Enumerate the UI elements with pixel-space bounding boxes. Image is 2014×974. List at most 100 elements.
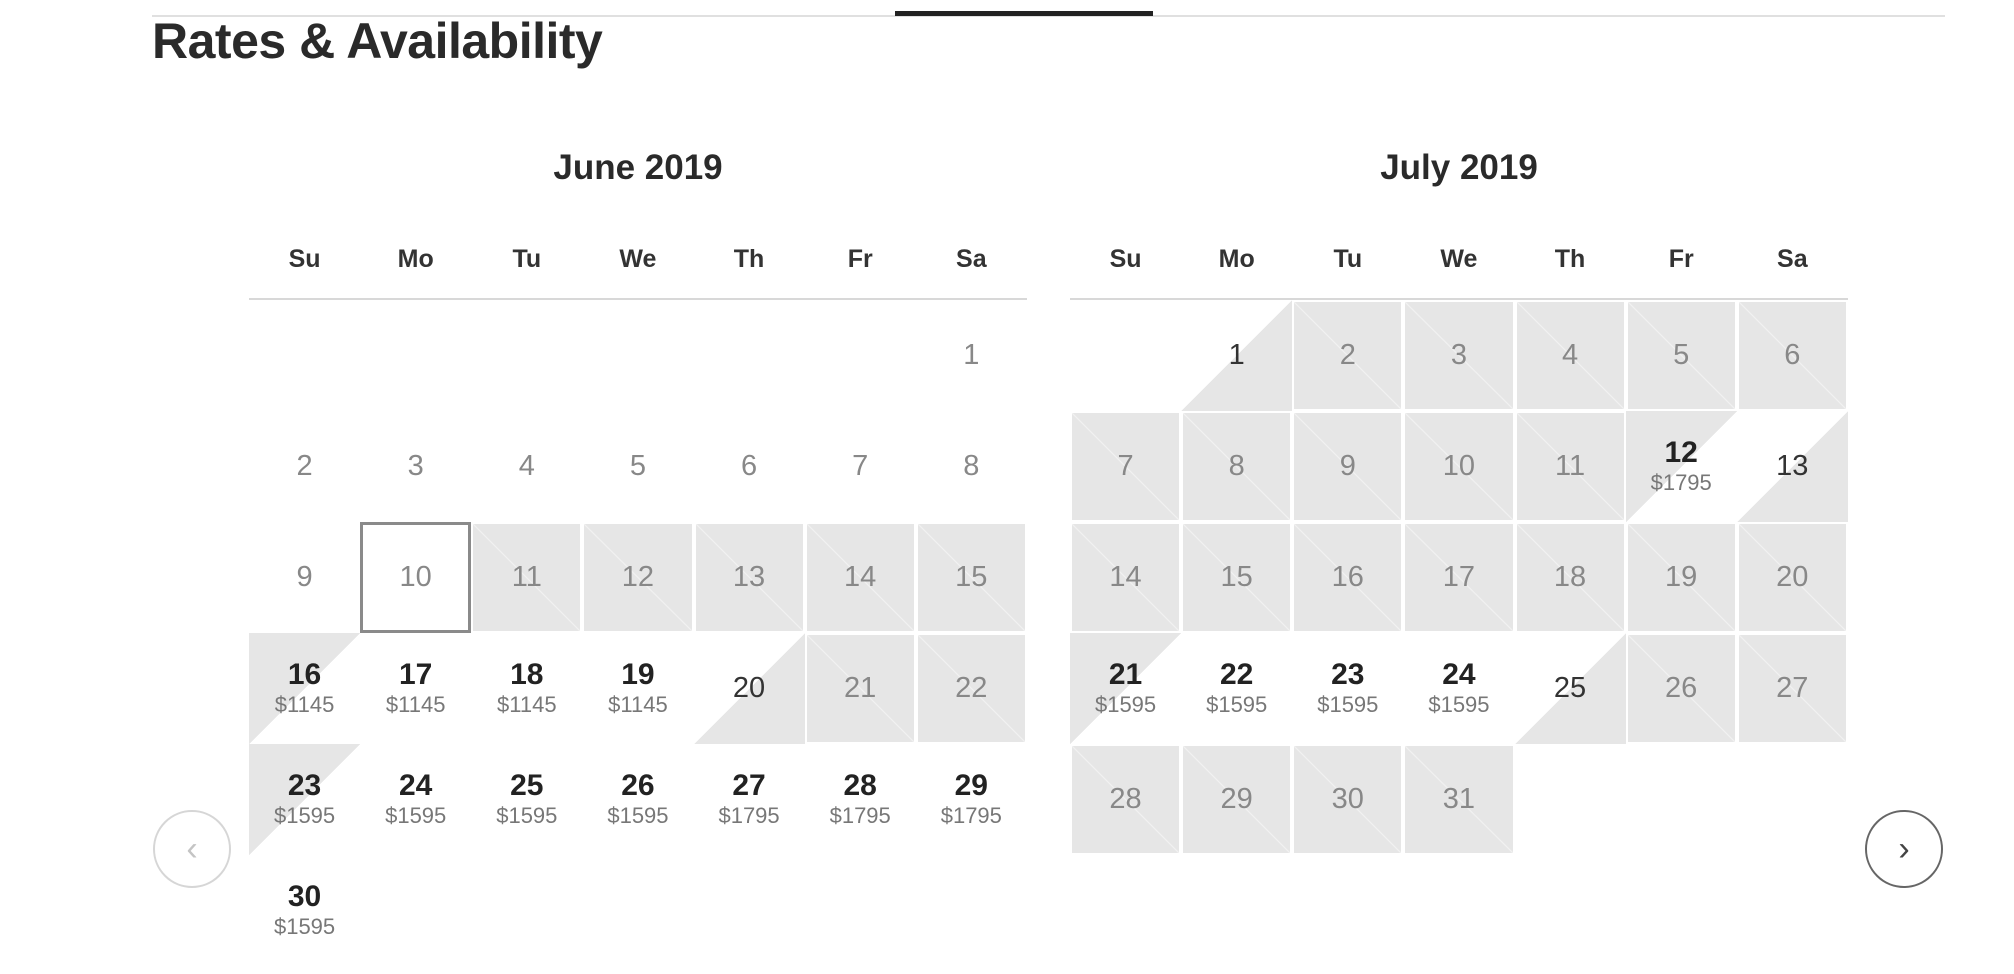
day-number: 2	[296, 450, 313, 483]
day-cell[interactable]: 21 $1595	[1070, 633, 1182, 744]
day-cell[interactable]: 29 $1795	[916, 744, 1027, 855]
day-cell: 17	[1403, 522, 1515, 633]
day-number: 16	[287, 657, 322, 691]
day-number: 1	[1228, 339, 1245, 372]
nightly-rate: $1595	[273, 803, 336, 829]
nightly-rate: $1145	[274, 692, 335, 718]
day-cell: 6	[694, 411, 805, 522]
day-number: 12	[621, 561, 655, 594]
day-cell: 10	[360, 522, 472, 633]
empty-day-cell	[694, 300, 805, 411]
day-number: 27	[1776, 672, 1809, 705]
day-cell: 28	[1070, 744, 1182, 855]
next-month-button[interactable]: ›	[1865, 810, 1943, 888]
day-cell[interactable]: 25 $1595	[471, 744, 582, 855]
day-cell[interactable]: 24 $1595	[1403, 633, 1514, 744]
day-number: 24	[399, 768, 433, 802]
day-cell: 20	[1736, 522, 1848, 633]
day-cell: 3	[360, 411, 471, 522]
day-number: 12	[1664, 435, 1698, 469]
previous-month-button[interactable]: ‹	[153, 810, 231, 888]
day-number: 27	[732, 768, 766, 802]
day-number: 17	[399, 657, 433, 691]
day-cell[interactable]: 12 $1795	[1625, 411, 1737, 522]
day-cell: 15	[1181, 522, 1293, 633]
day-number: 17	[1442, 561, 1476, 594]
nightly-rate: $1595	[1206, 692, 1268, 718]
nightly-rate: $1145	[608, 692, 668, 718]
day-grid: 1 2 3 4 5 6 7 8 9 10 11 12 13 14 15 16 $1145 17 $1145 18 $11…	[249, 300, 1027, 966]
day-cell[interactable]: 24 $1595	[360, 744, 471, 855]
day-cell[interactable]: 20	[693, 633, 805, 744]
weekday-header-row: Su Mo Tu We Th Fr Sa	[249, 220, 1027, 300]
weekday-label: Su	[288, 244, 321, 273]
day-cell: 4	[471, 411, 582, 522]
day-cell: 11	[1514, 411, 1626, 522]
chevron-left-icon: ‹	[186, 829, 198, 868]
day-number: 4	[1561, 339, 1579, 372]
weekday-label: Sa	[956, 244, 987, 273]
weekday-header-row: Su Mo Tu We Th Fr Sa	[1070, 220, 1848, 300]
tab-underline-track	[152, 15, 1945, 17]
day-cell[interactable]: 22 $1595	[1181, 633, 1292, 744]
day-number: 28	[843, 768, 877, 802]
day-cell[interactable]: 26 $1595	[582, 744, 693, 855]
day-cell: 2	[249, 411, 360, 522]
day-cell: 12	[582, 522, 694, 633]
day-number: 11	[511, 561, 542, 594]
day-number: 25	[510, 768, 544, 802]
day-cell[interactable]: 18 $1145	[471, 633, 582, 744]
day-number: 10	[399, 561, 432, 594]
day-number: 13	[1776, 450, 1809, 483]
day-cell[interactable]: 27 $1795	[694, 744, 805, 855]
day-cell: 16	[1292, 522, 1404, 633]
day-cell: 1	[916, 300, 1027, 411]
nightly-rate: $1595	[1428, 692, 1490, 718]
day-cell[interactable]: 23 $1595	[1292, 633, 1403, 744]
day-cell: 26	[1625, 633, 1737, 744]
day-cell[interactable]: 17 $1145	[360, 633, 471, 744]
weekday-label: Mo	[397, 244, 434, 273]
day-number: 7	[1117, 450, 1134, 483]
day-cell: 30	[1292, 744, 1404, 855]
day-number: 26	[621, 768, 655, 802]
day-cell[interactable]: 19 $1145	[582, 633, 693, 744]
day-number: 5	[629, 450, 646, 483]
day-number: 19	[1665, 561, 1698, 594]
day-number: 30	[1331, 783, 1364, 816]
day-cell: 8	[1181, 411, 1293, 522]
day-number: 19	[621, 657, 655, 691]
day-number: 3	[407, 450, 424, 483]
day-number: 20	[732, 672, 766, 705]
day-cell: 22	[915, 633, 1027, 744]
day-cell: 31	[1403, 744, 1515, 855]
nightly-rate: $1795	[940, 803, 1002, 829]
weekday-label: Th	[733, 244, 765, 273]
day-cell: 9	[1292, 411, 1404, 522]
nightly-rate: $1595	[1094, 692, 1157, 718]
day-cell[interactable]: 1	[1181, 300, 1293, 411]
nightly-rate: $1145	[385, 692, 446, 718]
day-number: 7	[852, 450, 869, 483]
day-cell[interactable]: 16 $1145	[249, 633, 361, 744]
day-cell: 3	[1403, 300, 1515, 411]
day-number: 22	[1220, 657, 1254, 691]
day-cell: 9	[249, 522, 360, 633]
day-cell[interactable]: 13	[1736, 411, 1849, 522]
day-number: 20	[1776, 561, 1809, 594]
day-cell[interactable]: 25	[1514, 633, 1626, 744]
weekday-label: Fr	[1668, 244, 1694, 273]
nightly-rate: $1795	[1650, 470, 1712, 496]
day-number: 10	[1442, 450, 1476, 483]
weekday-label: Tu	[512, 244, 542, 273]
day-number: 13	[732, 561, 766, 594]
empty-day-cell	[805, 300, 916, 411]
day-number: 25	[1553, 672, 1587, 705]
day-cell[interactable]: 28 $1795	[805, 744, 916, 855]
day-number: 29	[1220, 783, 1253, 816]
day-number: 29	[954, 768, 988, 802]
day-cell[interactable]: 30 $1595	[249, 855, 360, 966]
weekday-label: Tu	[1333, 244, 1363, 273]
day-cell[interactable]: 23 $1595	[249, 744, 361, 855]
day-cell: 7	[1070, 411, 1182, 522]
